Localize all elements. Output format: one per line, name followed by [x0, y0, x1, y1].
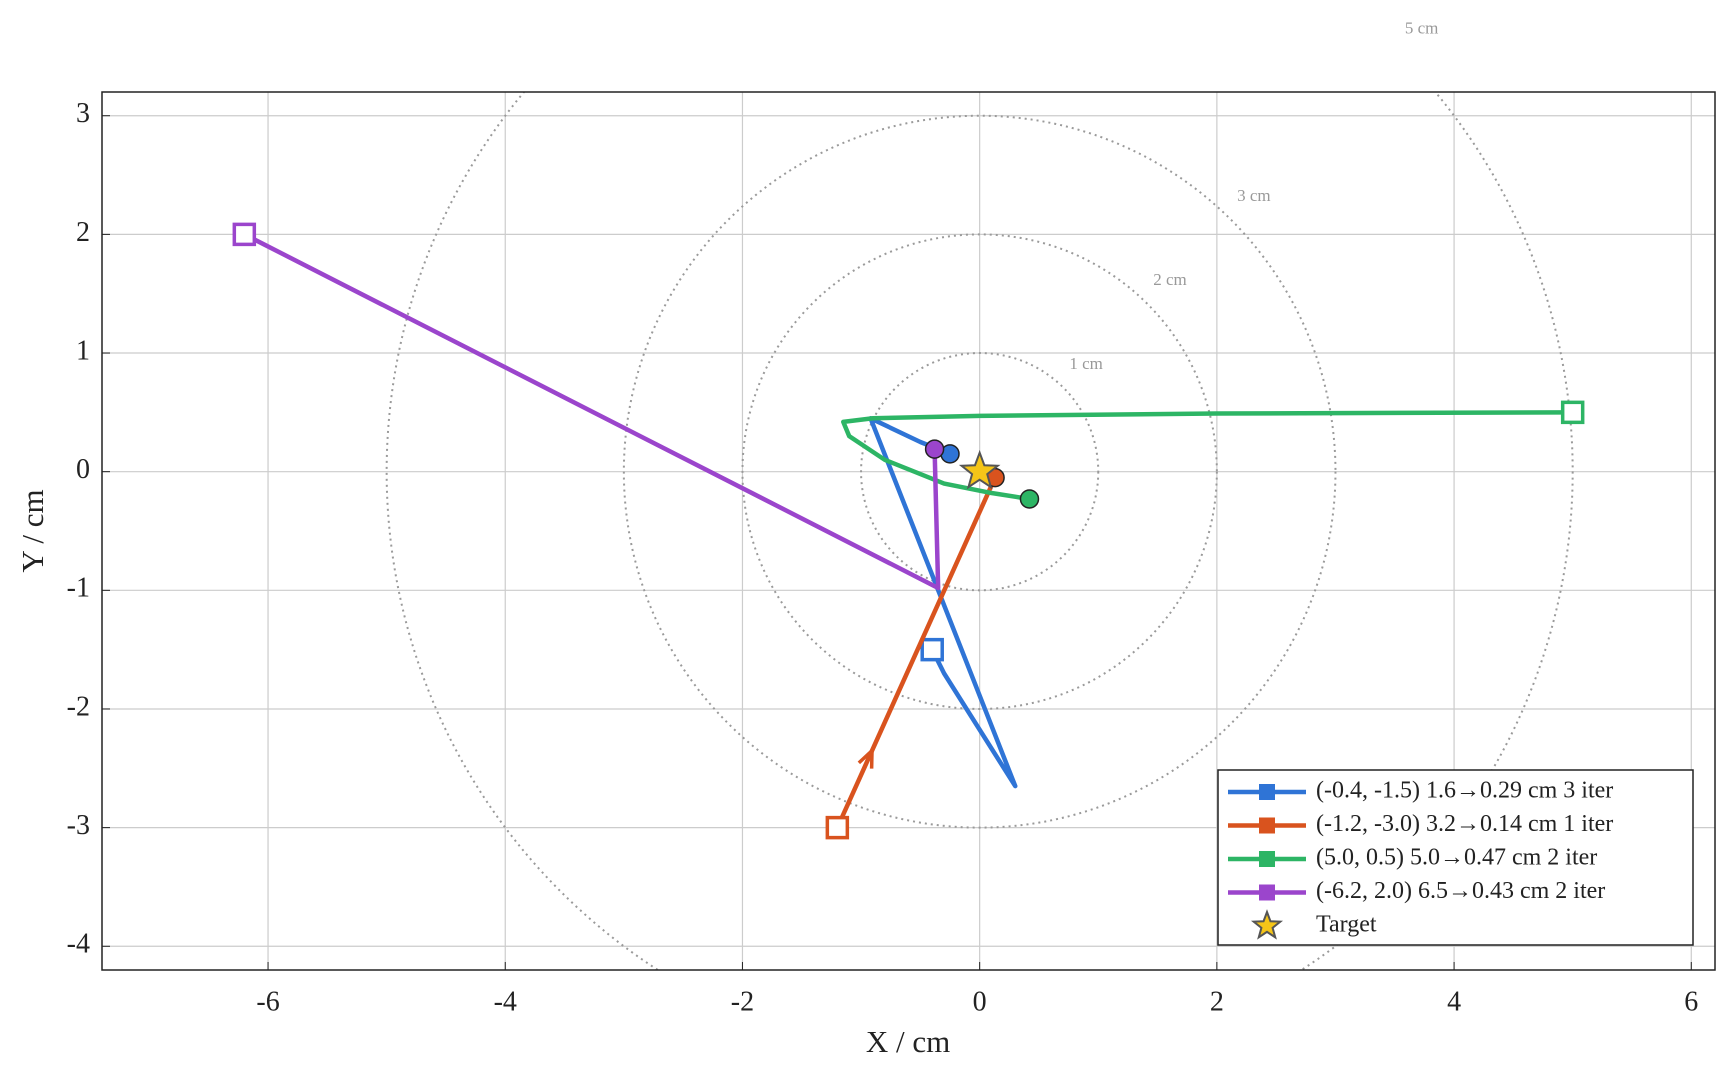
legend-label: (-1.2, -3.0) 3.2→0.14 cm 1 iter — [1316, 811, 1613, 837]
y-tick-label: 0 — [76, 454, 90, 485]
start-marker — [920, 637, 944, 662]
start-marker — [1560, 400, 1585, 425]
distance-ring — [860, 352, 1100, 592]
x-tick-label: 4 — [1447, 986, 1461, 1017]
y-tick-label: 1 — [76, 335, 90, 366]
target-marker — [958, 449, 1001, 490]
legend-marker — [1259, 784, 1275, 800]
ring-label: 1 cm — [1069, 354, 1103, 373]
y-tick-label: -1 — [67, 573, 90, 604]
start-marker — [232, 222, 257, 247]
axes-box — [101, 91, 1716, 971]
distance-ring — [741, 233, 1218, 710]
trajectory — [835, 476, 998, 829]
legend-marker — [1259, 884, 1275, 901]
ring-label: 3 cm — [1237, 186, 1271, 205]
x-tick-label: -4 — [494, 986, 517, 1017]
rings — [385, 92, 1574, 970]
legend-label: Target — [1316, 912, 1377, 938]
plot-area — [232, 222, 1585, 840]
legend-label: (5.0, 0.5) 5.0→0.47 cm 2 iter — [1316, 845, 1597, 871]
start-marker — [825, 815, 850, 840]
y-tick-label: -4 — [67, 929, 90, 960]
y-tick-label: 2 — [76, 217, 90, 248]
trajectory — [868, 416, 1018, 789]
end-marker — [924, 439, 945, 459]
distance-ring — [385, 92, 1574, 970]
trajectory — [243, 232, 941, 591]
legend-marker — [1259, 851, 1275, 867]
x-tick-label: 0 — [973, 986, 987, 1017]
y-tick-label: -3 — [67, 810, 90, 841]
legend: (-0.4, -1.5) 1.6→0.29 cm 3 iter (-1.2, -3… — [1217, 769, 1694, 946]
x-tick-label: -6 — [256, 986, 279, 1017]
x-tick-label: -2 — [731, 986, 754, 1017]
legend-label: (-6.2, 2.0) 6.5→0.43 cm 2 iter — [1316, 878, 1605, 904]
ring-label: 5 cm — [1405, 18, 1439, 37]
distance-ring — [622, 114, 1337, 829]
x-tick-label: 6 — [1684, 986, 1698, 1017]
end-marker — [1019, 489, 1040, 509]
x-tick-label: 2 — [1210, 986, 1224, 1017]
legend-marker — [1250, 909, 1284, 940]
legend-marker — [1259, 817, 1275, 834]
direction-arrow — [857, 746, 874, 769]
y-axis-label: Y / cm — [15, 489, 50, 572]
x-axis-label: X / cm — [866, 1024, 950, 1059]
ring-label: 2 cm — [1153, 270, 1187, 289]
legend-label: (-0.4, -1.5) 1.6→0.29 cm 3 iter — [1316, 778, 1613, 804]
y-tick-label: 3 — [76, 98, 90, 129]
y-tick-label: -2 — [67, 691, 90, 722]
